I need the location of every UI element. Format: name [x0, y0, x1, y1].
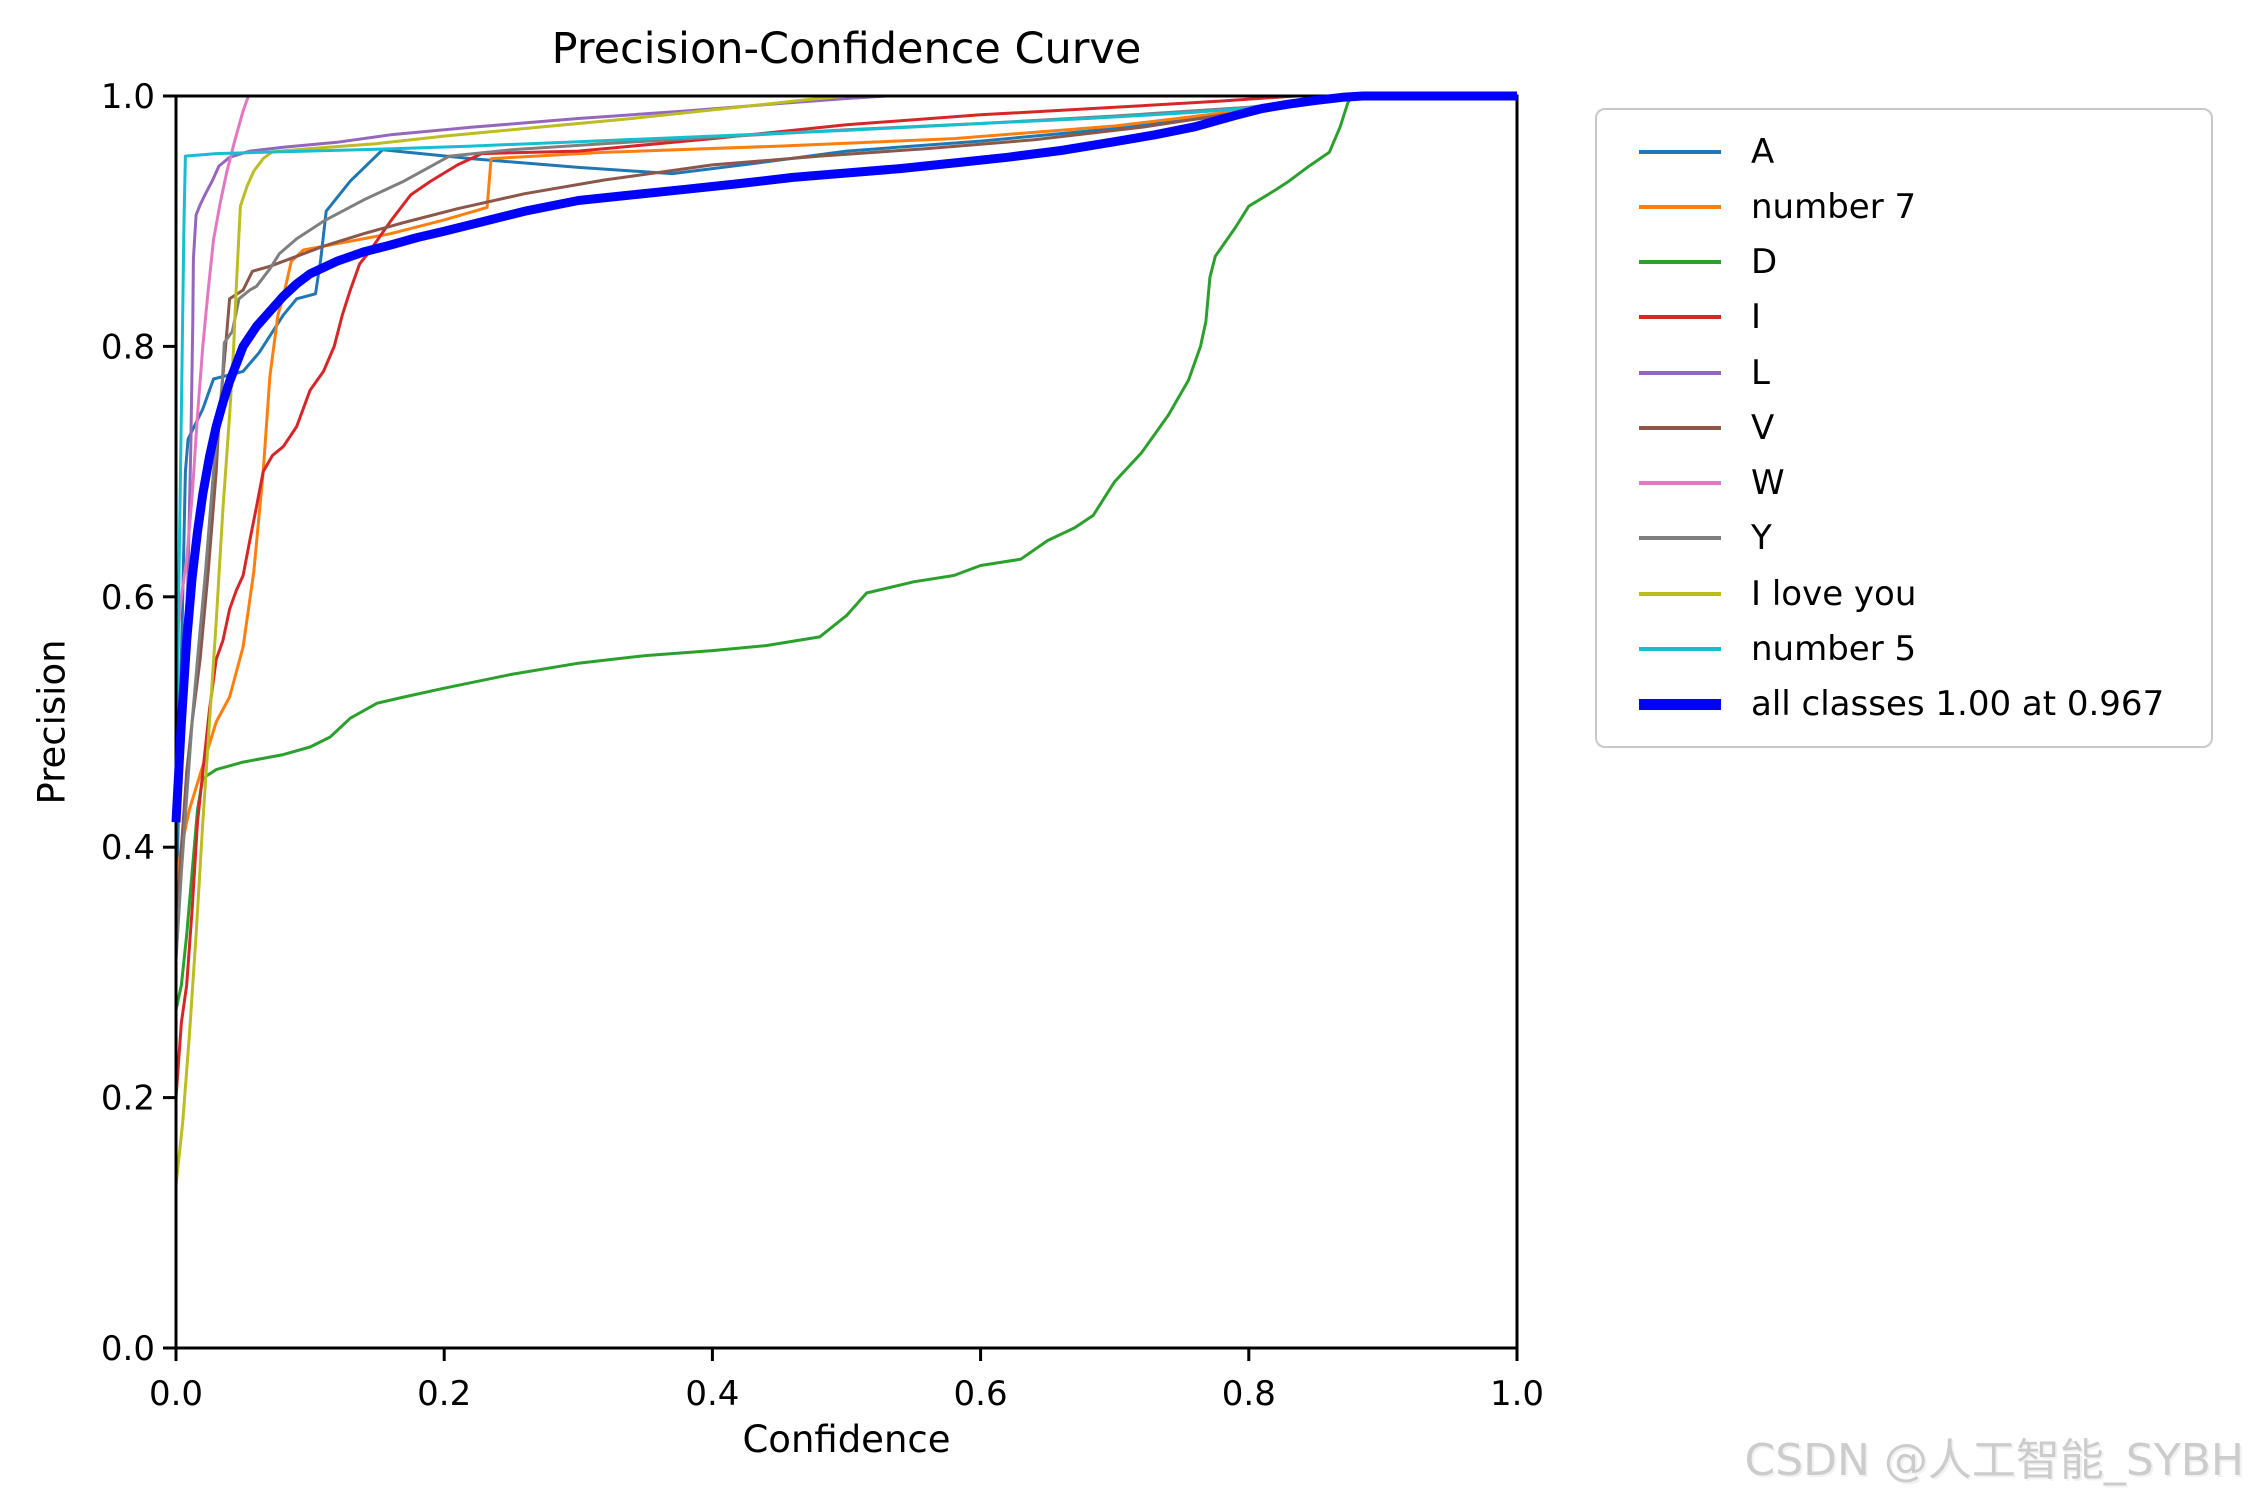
legend-line-a	[1639, 149, 1721, 154]
legend-label-all-classes-1-00-at-0-967: all classes 1.00 at 0.967	[1751, 684, 2165, 725]
curve-l	[174, 94, 1383, 748]
y-tick-label-0.0: 0.0	[101, 1329, 155, 1369]
x-tick-label-0.6: 0.6	[954, 1374, 1008, 1414]
curve-v	[174, 94, 1397, 935]
legend-label-d: D	[1751, 242, 1778, 283]
legend-item-l: L	[1597, 353, 2211, 393]
legend-item-d: D	[1597, 242, 2211, 282]
x-tick-label-0.8: 0.8	[1222, 1374, 1276, 1414]
curve-a	[174, 94, 1383, 935]
legend-line-y	[1639, 536, 1721, 541]
legend-label-a: A	[1751, 131, 1775, 172]
legend-label-i-love-you: I love you	[1751, 573, 1917, 614]
x-tick-label-0.4: 0.4	[685, 1374, 739, 1414]
y-tick-label-0.8: 0.8	[101, 327, 155, 367]
curve-y	[174, 94, 1397, 960]
legend-line-w	[1639, 481, 1721, 486]
legend-label-y: Y	[1751, 518, 1772, 559]
x-tick-label-1.0: 1.0	[1490, 1374, 1544, 1414]
legend-line-i	[1639, 315, 1721, 320]
legend-line-all-classes-1-00-at-0-967	[1639, 698, 1721, 710]
legend-label-number-5: number 5	[1751, 629, 1917, 670]
y-tick-label-1.0: 1.0	[101, 77, 155, 117]
legend-item-y: Y	[1597, 518, 2211, 558]
legend-label-w: W	[1751, 463, 1785, 504]
legend-item-all-classes-1-00-at-0-967: all classes 1.00 at 0.967	[1597, 684, 2211, 724]
legend-line-i-love-you	[1639, 591, 1721, 596]
curve-i	[174, 94, 1383, 1098]
legend-item-w: W	[1597, 463, 2211, 503]
legend-line-v	[1639, 425, 1721, 430]
legend-line-number-7	[1639, 204, 1721, 209]
legend-item-number-5: number 5	[1597, 629, 2211, 669]
legend-line-d	[1639, 260, 1721, 265]
curve-all-classes-1-00-at-0-967	[171, 91, 1517, 823]
curve-i-love-you	[174, 94, 1383, 1186]
legend-label-number-7: number 7	[1751, 186, 1917, 227]
legend-item-v: V	[1597, 408, 2211, 448]
legend-item-number-7: number 7	[1597, 187, 2211, 227]
legend-item-i: I	[1597, 297, 2211, 337]
x-tick-label-0.2: 0.2	[417, 1374, 471, 1414]
legend-item-i-love-you: I love you	[1597, 574, 2211, 614]
legend-label-i: I	[1751, 297, 1762, 338]
y-tick-label-0.4: 0.4	[101, 828, 155, 868]
y-axis-label: Precision	[30, 639, 74, 805]
legend-item-a: A	[1597, 132, 2211, 172]
plot-border	[174, 94, 1519, 1350]
watermark: CSDN @人工智能_SYBH	[1744, 1435, 2244, 1486]
x-tick-label-0.0: 0.0	[149, 1374, 203, 1414]
x-axis-label: Confidence	[742, 1418, 951, 1461]
y-tick-label-0.6: 0.6	[101, 578, 155, 618]
curve-number-5	[174, 94, 1410, 848]
curve-w	[174, 94, 1383, 648]
legend-line-number-5	[1639, 647, 1721, 652]
y-tick-label-0.2: 0.2	[101, 1079, 155, 1119]
legend-line-l	[1639, 370, 1721, 375]
legend-label-l: L	[1751, 352, 1770, 393]
curve-number-7	[174, 94, 1397, 886]
chart-title: Precision-Confidence Curve	[551, 24, 1142, 74]
curve-d	[174, 94, 1383, 1011]
legend-label-v: V	[1751, 407, 1775, 448]
